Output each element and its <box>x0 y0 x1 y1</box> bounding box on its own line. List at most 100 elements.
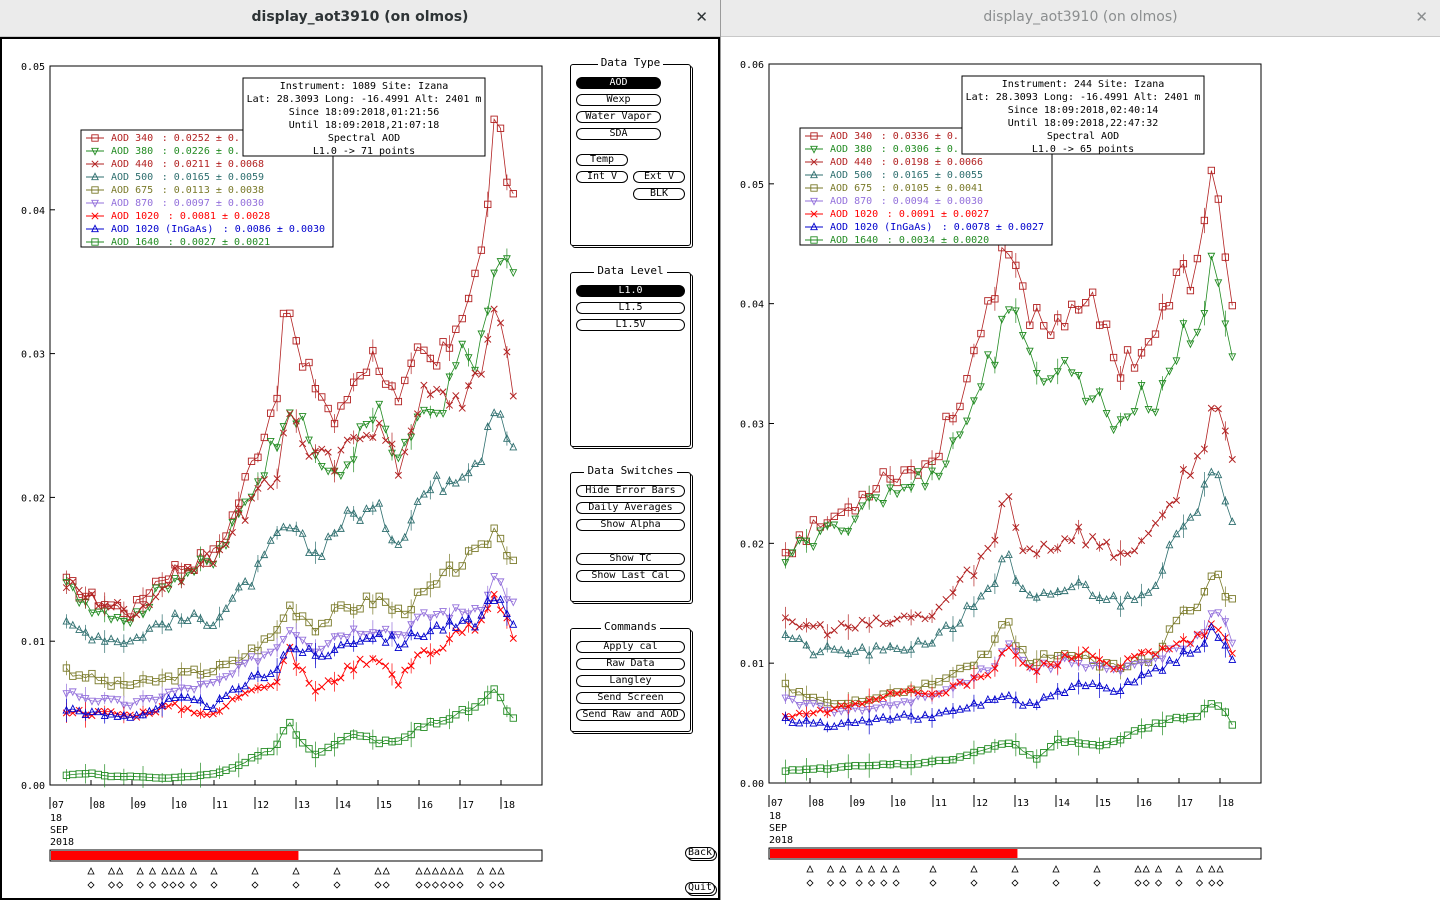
triangle-marker <box>202 620 211 629</box>
triangle-marker <box>1067 582 1076 591</box>
triangle-marker <box>1172 644 1181 653</box>
triangle-marker <box>976 700 985 709</box>
cross-marker <box>991 536 999 544</box>
int-v-button[interactable]: Int V <box>576 171 628 183</box>
scan-diamond <box>1134 879 1142 887</box>
triangle-marker <box>830 521 839 530</box>
triangle-marker <box>451 623 460 631</box>
triangle-marker <box>356 636 365 645</box>
cross-marker <box>209 560 217 568</box>
cross-marker <box>362 431 371 439</box>
triangle-marker <box>502 609 511 618</box>
cross-marker <box>1005 492 1013 501</box>
square-marker <box>956 753 964 761</box>
triangle-marker <box>893 644 902 653</box>
cross-marker <box>872 695 880 704</box>
triangle-marker <box>400 639 409 648</box>
square-marker <box>407 359 415 367</box>
square-marker <box>1102 320 1111 328</box>
back-button[interactable]: Back <box>685 847 715 859</box>
cross-marker <box>998 649 1006 657</box>
show-alpha-button[interactable]: Show Alpha <box>576 519 685 531</box>
triangle-marker <box>1158 380 1167 389</box>
sda-button[interactable]: SDA <box>576 128 661 140</box>
triangle-marker <box>477 610 486 619</box>
square-marker <box>1047 743 1055 751</box>
cross-marker <box>970 572 978 580</box>
apply-cal-button[interactable]: Apply cal <box>576 641 685 653</box>
square-marker <box>273 394 281 403</box>
triangle-marker <box>91 147 99 156</box>
series-line <box>785 407 1233 636</box>
cross-marker <box>375 419 383 427</box>
triangle-marker <box>1221 496 1230 505</box>
wexp-button[interactable]: Wexp <box>576 94 661 106</box>
aod-button[interactable]: AOD <box>576 77 661 89</box>
x-tick-label: 16 <box>1140 798 1152 809</box>
cross-marker <box>907 686 915 694</box>
cross-marker <box>886 689 894 697</box>
triangle-marker <box>956 618 964 627</box>
cross-marker <box>956 575 964 583</box>
daily-averages-button[interactable]: Daily Averages <box>576 502 685 514</box>
triangle-marker <box>234 582 243 591</box>
cross-marker <box>267 682 275 690</box>
raw-data-button[interactable]: Raw Data <box>576 658 685 670</box>
langley-button[interactable]: Langley <box>576 675 685 687</box>
level-l10-button[interactable]: L1.0 <box>576 285 685 297</box>
triangle-marker <box>983 667 992 676</box>
square-marker <box>809 516 817 524</box>
triangle-marker <box>273 644 282 653</box>
square-marker <box>935 678 943 686</box>
triangle-marker <box>81 710 90 718</box>
level-l15-button[interactable]: L1.5 <box>576 302 685 314</box>
cross-marker <box>935 689 943 698</box>
send-raw-aod-button[interactable]: Send Raw and AOD <box>576 709 685 721</box>
send-screen-button[interactable]: Send Screen <box>576 692 685 704</box>
triangle-marker <box>837 718 846 727</box>
date-label: SEP <box>50 825 68 836</box>
triangle-marker <box>419 489 428 498</box>
water-vapor-button[interactable]: Water Vapor <box>576 111 661 123</box>
legend-stats: : 0.0306 ± 0. <box>881 144 959 155</box>
ext-v-button[interactable]: Ext V <box>633 171 685 183</box>
blk-button[interactable]: BLK <box>633 188 685 200</box>
close-icon[interactable]: ✕ <box>695 8 708 26</box>
close-icon[interactable]: ✕ <box>1415 8 1428 26</box>
progress-fill <box>770 849 1018 858</box>
scan-triangle <box>880 865 888 873</box>
triangle-marker <box>413 613 422 622</box>
quit-button[interactable]: Quit <box>685 882 715 894</box>
triangle-marker <box>298 413 307 422</box>
hide-error-bars-button[interactable]: Hide Error Bars <box>576 485 685 497</box>
cross-marker <box>203 711 211 719</box>
triangle-marker <box>68 620 77 629</box>
triangle-marker <box>949 624 957 633</box>
square-marker <box>1033 304 1041 312</box>
triangle-marker <box>823 722 832 731</box>
scan-markers <box>87 867 505 889</box>
x-tick-label: 13 <box>298 800 310 811</box>
cross-marker <box>145 601 153 609</box>
scan-diamond <box>839 879 847 887</box>
triangle-marker <box>202 557 211 566</box>
scan-diamond <box>880 879 888 887</box>
triangle-marker <box>872 714 881 722</box>
cross-marker <box>1144 648 1153 656</box>
square-marker <box>781 679 790 688</box>
triangle-marker <box>158 619 167 628</box>
cross-marker <box>1117 549 1125 557</box>
show-last-cal-button[interactable]: Show Last Cal <box>576 570 685 582</box>
triangle-marker <box>823 522 832 531</box>
legend-label: AOD 380 <box>111 146 153 157</box>
cross-marker <box>471 369 479 377</box>
triangle-marker <box>113 614 122 622</box>
legend-label: AOD 1640 <box>830 235 878 246</box>
level-l15v-button[interactable]: L1.5V <box>576 319 685 331</box>
square-marker <box>452 569 460 577</box>
temp-button[interactable]: Temp <box>576 154 628 166</box>
show-tc-button[interactable]: Show TC <box>576 553 685 565</box>
window-titlebar-right[interactable]: display_aot3910 (on olmos) ✕ <box>721 0 1440 37</box>
window-titlebar-left[interactable]: display_aot3910 (on olmos) ✕ <box>0 0 720 37</box>
triangle-marker <box>781 559 790 568</box>
